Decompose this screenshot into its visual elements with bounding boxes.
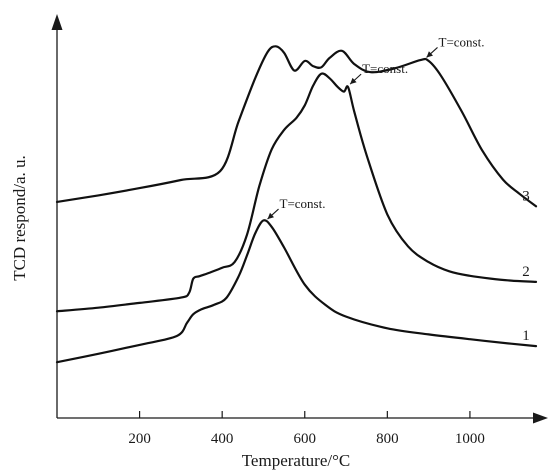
x-tick-label-600: 600: [294, 431, 317, 447]
y-axis-label: TCD respond/a. u.: [10, 155, 29, 281]
annotation-arrowhead-2: [350, 77, 357, 85]
axes: [51, 14, 548, 424]
x-tick-label-400: 400: [211, 431, 234, 447]
annotation-label-2: T=const.: [362, 61, 408, 76]
x-ticks: 200 400 600 800 1000: [128, 411, 485, 447]
x-axis-arrow: [533, 412, 548, 424]
annotation-label-3: T=const.: [439, 34, 485, 49]
series-layer: 1 2 3: [55, 45, 538, 364]
x-tick-label-1000: 1000: [455, 431, 485, 447]
annotations: T=const. T=const. T=const.: [267, 34, 485, 220]
y-axis-arrow: [51, 14, 63, 30]
series-line-2: [55, 72, 538, 313]
series-line-1: [55, 219, 538, 364]
series-label-3: 3: [522, 188, 530, 204]
x-tick-label-800: 800: [376, 431, 399, 447]
annotation-arrowhead-3: [426, 51, 433, 58]
annotation-label-1: T=const.: [280, 196, 326, 211]
series-label-1: 1: [522, 328, 530, 344]
series-label-2: 2: [522, 264, 530, 280]
annotation-arrowhead-1: [267, 212, 274, 220]
x-tick-label-200: 200: [128, 431, 151, 447]
x-axis-label: Temperature/°C: [242, 451, 351, 470]
series-line-3: [55, 45, 538, 208]
